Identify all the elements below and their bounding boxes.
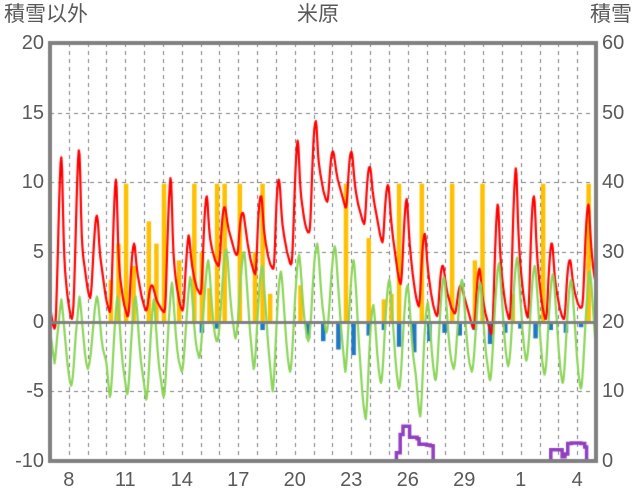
y-axis-tick-left: 15 [21,101,44,124]
y-axis-tick-left: -5 [26,380,44,403]
y-axis-tick-right: 30 [602,241,625,263]
x-axis-tick: 11 [114,469,136,491]
y-axis-tick-left: 10 [21,171,44,194]
x-axis-tick: 23 [340,469,363,491]
y-axis-tick-right: 40 [602,171,625,194]
x-axis-tick: 14 [170,469,193,491]
x-axis-tick: 20 [283,469,306,491]
x-axis-tick: 1 [515,469,527,491]
x-axis-tick: 4 [571,469,583,491]
y-axis-tick-right: 10 [602,380,625,403]
y-axis-tick-left: 5 [32,241,44,263]
y-axis-tick-left: 20 [21,32,44,54]
y-axis-tick-left: -10 [15,450,44,472]
y-axis-tick-right: 0 [602,450,614,472]
y-axis-tick-right: 20 [602,310,625,333]
x-axis-tick: 8 [63,469,75,491]
y-axis-tick-right: 50 [602,101,625,124]
x-axis-tick: 26 [396,469,419,491]
y-axis-tick-left: 0 [32,310,44,333]
x-axis-tick: 29 [453,469,476,491]
x-axis-tick: 17 [227,469,250,491]
y-axis-tick-right: 60 [602,32,625,54]
